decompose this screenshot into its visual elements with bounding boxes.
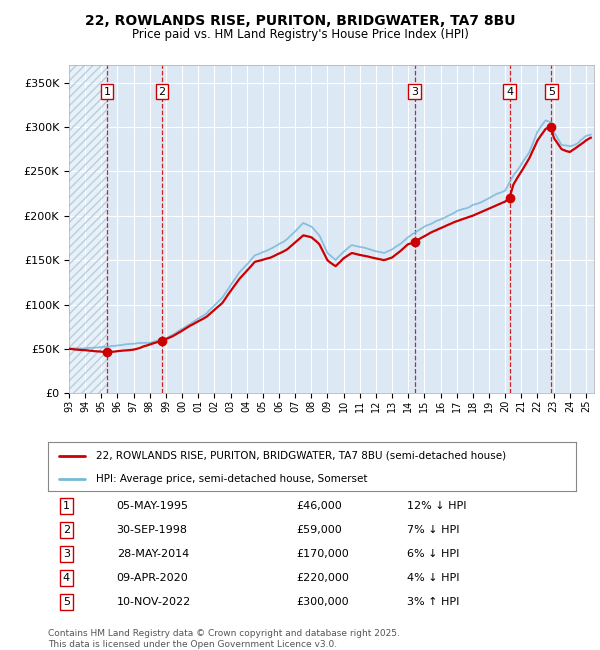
Bar	[69, 65, 107, 393]
Text: 7% ↓ HPI: 7% ↓ HPI	[407, 525, 460, 535]
Text: 4% ↓ HPI: 4% ↓ HPI	[407, 573, 460, 583]
Text: 5: 5	[548, 86, 555, 97]
Text: 28-MAY-2014: 28-MAY-2014	[116, 549, 189, 559]
Text: 1: 1	[103, 86, 110, 97]
Text: 3: 3	[411, 86, 418, 97]
Text: £46,000: £46,000	[296, 501, 342, 511]
Text: 4: 4	[506, 86, 513, 97]
Text: £59,000: £59,000	[296, 525, 342, 535]
Text: £220,000: £220,000	[296, 573, 349, 583]
Text: Contains HM Land Registry data © Crown copyright and database right 2025.
This d: Contains HM Land Registry data © Crown c…	[48, 629, 400, 649]
Text: 2: 2	[158, 86, 166, 97]
Text: 1: 1	[63, 501, 70, 511]
Text: 05-MAY-1995: 05-MAY-1995	[116, 501, 188, 511]
Text: 30-SEP-1998: 30-SEP-1998	[116, 525, 188, 535]
Text: £170,000: £170,000	[296, 549, 349, 559]
Text: HPI: Average price, semi-detached house, Somerset: HPI: Average price, semi-detached house,…	[95, 474, 367, 484]
Text: 10-NOV-2022: 10-NOV-2022	[116, 597, 191, 607]
Text: £300,000: £300,000	[296, 597, 349, 607]
Text: 6% ↓ HPI: 6% ↓ HPI	[407, 549, 460, 559]
Bar	[69, 65, 107, 393]
Text: 3: 3	[63, 549, 70, 559]
Text: 12% ↓ HPI: 12% ↓ HPI	[407, 501, 467, 511]
Text: 2: 2	[63, 525, 70, 535]
Text: 22, ROWLANDS RISE, PURITON, BRIDGWATER, TA7 8BU: 22, ROWLANDS RISE, PURITON, BRIDGWATER, …	[85, 14, 515, 29]
Text: 5: 5	[63, 597, 70, 607]
Text: 22, ROWLANDS RISE, PURITON, BRIDGWATER, TA7 8BU (semi-detached house): 22, ROWLANDS RISE, PURITON, BRIDGWATER, …	[95, 450, 506, 461]
Text: 3% ↑ HPI: 3% ↑ HPI	[407, 597, 460, 607]
Text: 4: 4	[63, 573, 70, 583]
Text: 09-APR-2020: 09-APR-2020	[116, 573, 188, 583]
Text: Price paid vs. HM Land Registry's House Price Index (HPI): Price paid vs. HM Land Registry's House …	[131, 28, 469, 41]
